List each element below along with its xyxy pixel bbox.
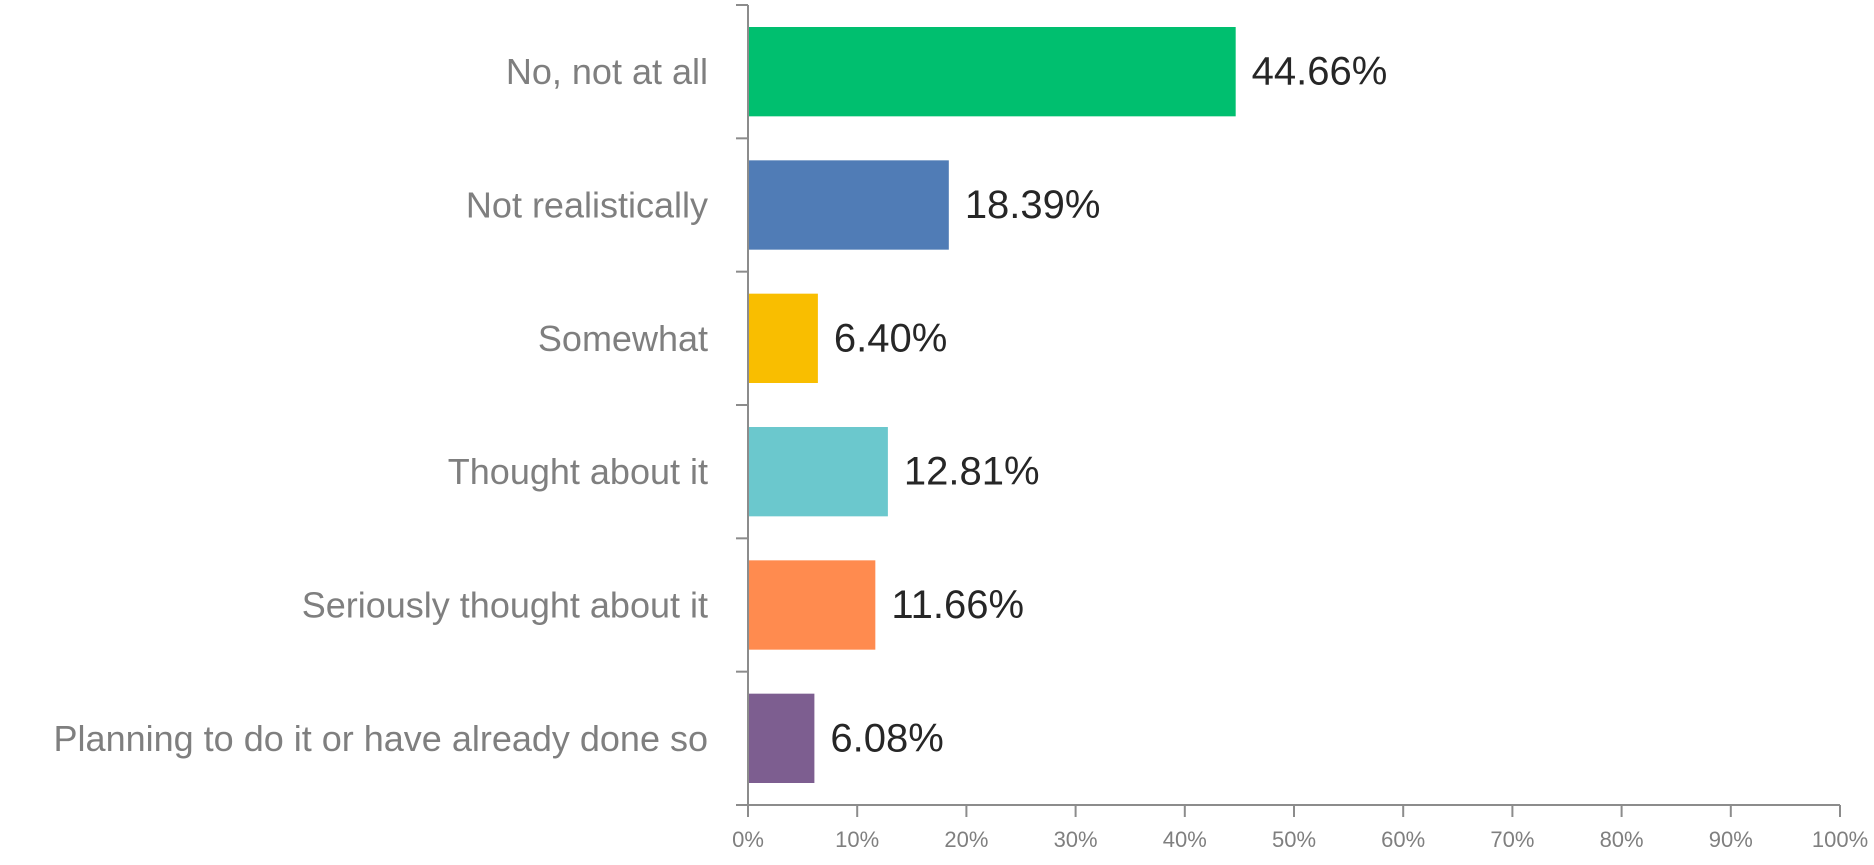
- bar-thought-about-it: [748, 427, 888, 517]
- value-label: 12.81%: [904, 450, 1040, 494]
- category-label: Not realistically: [466, 185, 708, 226]
- value-label: 6.40%: [834, 316, 947, 360]
- value-label: 6.08%: [830, 716, 943, 760]
- x-tick-label: 20%: [944, 827, 988, 852]
- axes: 0% 10% 20% 30% 40% 50% 60% 70% 80% 90% 100%: [732, 4, 1868, 852]
- value-label: 11.66%: [891, 583, 1024, 627]
- value-labels: 44.66% 18.39% 6.40% 12.81% 11.66% 6.08%: [830, 50, 1387, 761]
- value-label: 44.66%: [1252, 50, 1388, 94]
- x-tick-label: 40%: [1163, 827, 1207, 852]
- category-label: No, not at all: [506, 51, 708, 92]
- x-tick-label: 10%: [835, 827, 879, 852]
- category-labels: No, not at all Not realistically Somewhat T…: [54, 51, 708, 759]
- x-tick-label: 80%: [1600, 827, 1644, 852]
- x-tick-label: 0%: [732, 827, 764, 852]
- bar-no-not-at-all: [748, 27, 1236, 117]
- bar-somewhat: [748, 293, 818, 383]
- category-label: Somewhat: [538, 318, 708, 359]
- bars-group: [748, 27, 1236, 783]
- category-label: Thought about it: [448, 451, 708, 492]
- value-label: 18.39%: [965, 183, 1101, 227]
- bar-not-realistically: [748, 160, 949, 250]
- bar-planning-to-do-it-or-have-already-done-so: [748, 693, 815, 783]
- category-label: Seriously thought about it: [302, 585, 708, 626]
- x-tick-label: 90%: [1709, 827, 1753, 852]
- x-tick-label: 60%: [1381, 827, 1425, 852]
- x-tick-label: 100%: [1812, 827, 1868, 852]
- x-tick-label: 50%: [1272, 827, 1316, 852]
- x-tick-label: 70%: [1490, 827, 1534, 852]
- category-label: Planning to do it or have already done s…: [54, 718, 708, 759]
- x-tick-label: 30%: [1054, 827, 1098, 852]
- bar-seriously-thought-about-it: [748, 560, 876, 650]
